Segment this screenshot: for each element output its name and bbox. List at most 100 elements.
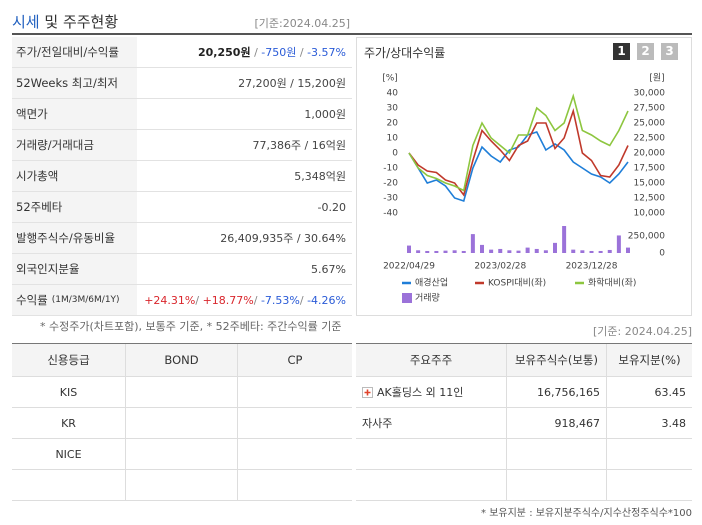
table-cell [12,470,125,501]
table-cell [125,439,237,470]
expand-icon[interactable] [362,386,373,398]
volume-bar [607,249,612,253]
x-tick-label: 2022/04/29 [383,262,435,272]
value-part: / [253,293,261,307]
y-tick-label: -20 [383,179,398,189]
title-highlight: 시세 [12,13,40,31]
row-value: -0.20 [137,192,352,223]
table-cell [237,439,352,470]
summary-table: 주가/전일대비/수익률 20,250원 / -750원 / -3.57% 52Wee… [12,37,352,316]
volume-bar [443,250,448,253]
holder-note: * 보유지분 : 보유지분주식수/지수산정주식수*100 [481,508,692,519]
legend-label: 거래량 [415,292,440,304]
table-cell [506,439,606,470]
table-cell: 자사주 [356,408,506,439]
header-rule [12,33,692,35]
label-text: 주가/전일대비/수익률 [16,45,119,59]
table-cell [606,439,692,470]
table-cell: 3.48 [606,408,692,439]
volume-bar [425,250,430,253]
volume-bar [562,226,567,253]
value-part: / [195,293,203,307]
table-cell [356,470,506,501]
volume-bar [507,250,512,253]
y-tick-label: -40 [383,209,398,219]
cell-text: 63.45 [654,385,687,399]
row-label: 거래량/거래대금 [12,130,137,161]
x-tick-label: 2023/12/28 [566,262,618,272]
value-part: 1,000원 [304,108,346,121]
volume-bar [470,234,475,253]
header-cell: 신용등급 [12,344,125,377]
chart-tab[interactable]: 2 [637,43,654,60]
value-part: -4.26% [307,293,346,307]
table-cell [237,408,352,439]
header-cell: 보유주식수(보통) [506,344,606,377]
label-text: 수익률 [16,293,48,307]
row-value: 27,200원 / 15,200원 [137,68,352,99]
volume-bar [407,245,411,253]
y2-tick-label: 25,000 [634,119,666,129]
label-text: 거래량/거래대금 [16,138,94,152]
title-rest: 및 주주현황 [44,13,119,31]
chart-tab[interactable]: 3 [661,43,678,60]
y3-tick-label: 0 [659,249,665,259]
value-part: / [299,293,308,307]
table-cell [125,470,237,501]
value-part: 5,348억원 [294,170,346,183]
row-label: 52Weeks 최고/최저 [12,68,137,99]
cell-text: AK홀딩스 외 11인 [377,386,464,399]
value-part: / [250,45,262,59]
y3-tick-label: 250,000 [628,232,665,242]
volume-bar [626,247,630,253]
value-part: 5.67% [311,262,346,276]
table-cell: 63.45 [606,377,692,408]
cell-text: KIS [59,385,78,399]
volume-bar [553,242,557,253]
row-value: 77,386주 / 16억원 [137,130,352,161]
value-part: / [296,45,308,59]
header-cell: CP [237,344,352,377]
series-line [408,93,629,192]
row-value: 20,250원 / -750원 / -3.57% [137,37,352,68]
value-part: -0.20 [317,200,346,214]
y2-tick-label: 20,000 [634,149,666,159]
row-value: 5.67% [137,254,352,285]
chart-tab[interactable]: 1 [613,43,630,60]
table-cell [125,408,237,439]
value-part: -7.53% [260,293,300,307]
label-text: 52Weeks 최고/최저 [16,76,118,90]
table-cell [506,470,606,501]
summary-note: * 수정주가(차트포함), 보통주 기준, * 52주베타: 주간수익률 기준 [40,320,342,333]
legend-swatch [402,293,412,303]
volume-bar [616,235,621,253]
row-value: 26,409,935주 / 30.64% [137,223,352,254]
table-cell [237,470,352,501]
row-label: 액면가 [12,99,137,130]
legend-label: KOSPI대비(좌) [488,278,546,289]
value-part: +18.77% [202,293,254,307]
volume-bar [434,250,439,253]
value-part: 27,200원 / 15,200원 [238,77,346,90]
cell-text: 918,467 [554,416,601,430]
table-cell: KR [12,408,125,439]
cell-text: 16,756,165 [537,385,600,399]
y2-tick-label: 12,500 [634,194,666,204]
chart-panel [356,37,692,316]
table-cell [356,439,506,470]
value-part: 20,250원 [198,46,251,59]
x-tick-label: 2023/02/28 [474,262,526,272]
y-tick-label: -10 [383,164,398,174]
volume-bar [461,250,466,253]
volume-bar [543,250,548,253]
table-cell: AK홀딩스 외 11인 [356,377,506,408]
value-part: -3.57% [307,45,346,59]
row-label: 발행주식수/유동비율 [12,223,137,254]
y-tick-label: 40 [387,89,399,99]
label-text: 시가총액 [16,169,59,183]
y2-tick-label: 27,500 [634,104,666,114]
y-tick-label: -30 [383,194,398,204]
table-cell [125,377,237,408]
row-value: 1,000원 [137,99,352,130]
